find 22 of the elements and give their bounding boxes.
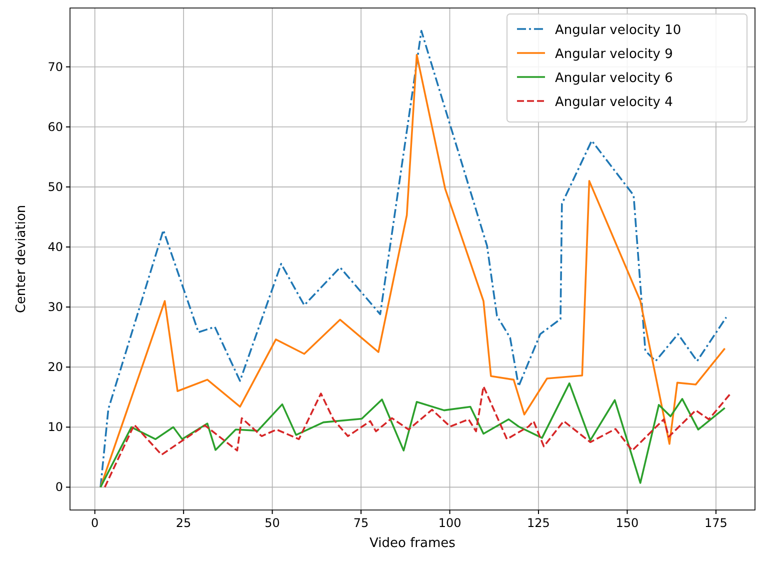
y-tick-label: 0 bbox=[55, 480, 63, 494]
y-tick-label: 40 bbox=[48, 240, 63, 254]
x-tick-label: 0 bbox=[91, 516, 99, 530]
x-tick-label: 150 bbox=[616, 516, 639, 530]
x-tick-label: 25 bbox=[176, 516, 192, 530]
y-tick-label: 50 bbox=[48, 180, 63, 194]
y-tick-label: 10 bbox=[48, 420, 63, 434]
y-tick-label: 20 bbox=[48, 360, 63, 374]
x-tick-label: 125 bbox=[527, 516, 550, 530]
x-tick-label: 50 bbox=[264, 516, 280, 530]
y-tick-label: 30 bbox=[48, 300, 63, 314]
y-axis-title: Center deviation bbox=[14, 204, 29, 314]
x-tick-label: 75 bbox=[353, 516, 369, 530]
y-tick-label: 60 bbox=[48, 120, 63, 134]
legend-label: Angular velocity 10 bbox=[555, 23, 682, 38]
legend-label: Angular velocity 6 bbox=[555, 71, 673, 86]
x-axis-title: Video frames bbox=[370, 536, 456, 551]
x-tick-label: 100 bbox=[438, 516, 462, 530]
legend-label: Angular velocity 4 bbox=[555, 95, 673, 110]
y-tick-label: 70 bbox=[48, 60, 63, 74]
x-tick-label: 175 bbox=[704, 516, 728, 530]
legend-label: Angular velocity 9 bbox=[555, 47, 673, 62]
